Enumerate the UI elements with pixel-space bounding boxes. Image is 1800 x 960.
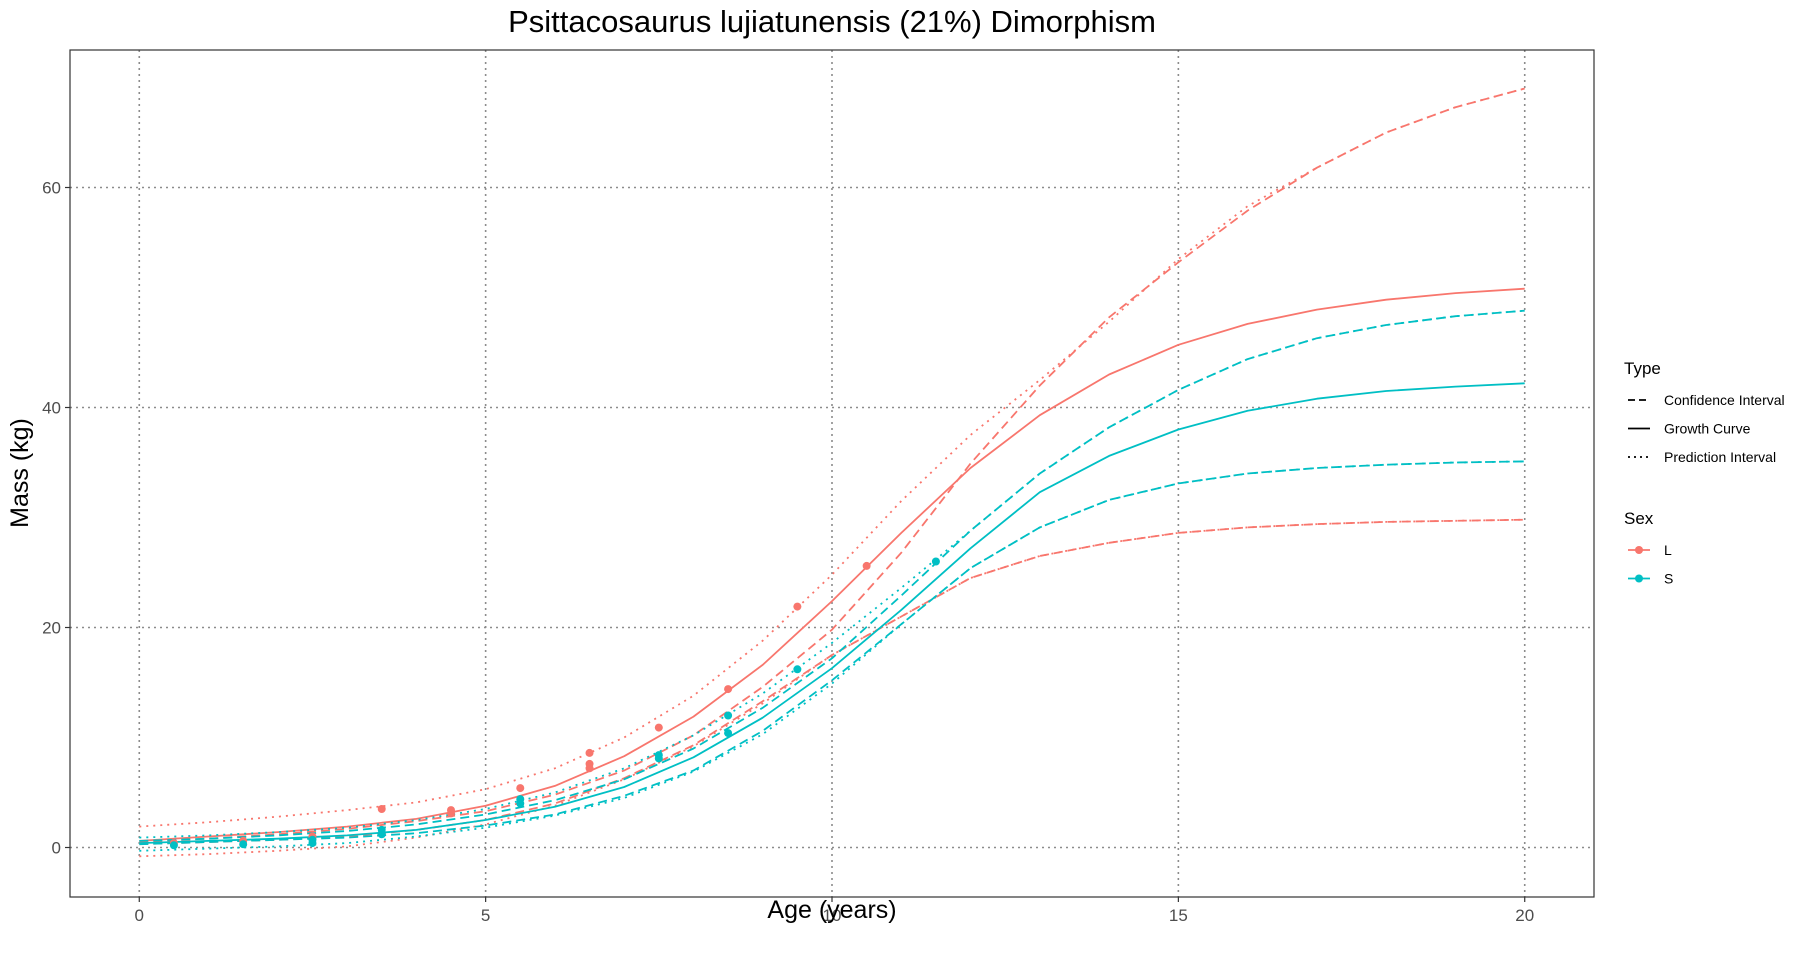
chart-title: Psittacosaurus lujiatunensis (21%) Dimor… (508, 4, 1156, 39)
x-tick-label: 10 (823, 906, 842, 925)
data-point-L (585, 748, 594, 757)
data-point-S (654, 751, 663, 760)
y-axis-ticks: 0 20 40 60 (42, 179, 70, 858)
series-line-S-growth-curve (139, 382, 1525, 844)
y-tick-label: 0 (52, 839, 61, 858)
series-layer (139, 87, 1525, 858)
series-line-S-confidence-interval (139, 460, 1525, 846)
y-axis-title: Mass (kg) (6, 418, 34, 528)
data-point-L (654, 723, 663, 732)
data-point-S (793, 665, 802, 674)
x-tick-label: 0 (135, 906, 144, 925)
data-point-L (516, 784, 525, 793)
y-tick-label: 60 (42, 179, 61, 198)
series-line-L-growth-curve (139, 287, 1525, 842)
data-point-L (724, 685, 733, 694)
data-point-L (793, 602, 802, 611)
series-line-S-prediction-interval (139, 460, 1525, 852)
data-point-S (169, 841, 178, 850)
legend-title-type: Type (1624, 359, 1661, 378)
legend-label-sex: S (1664, 571, 1673, 587)
data-point-L (377, 805, 386, 813)
data-point-L (585, 764, 594, 773)
x-axis-title: Age (years) (767, 896, 896, 924)
data-point-S (724, 729, 733, 738)
series-line-S-prediction-interval (139, 309, 1525, 839)
data-point-L (447, 809, 455, 818)
legend-key-point-S (1635, 574, 1643, 583)
grid-layer (70, 50, 1594, 897)
y-tick-label: 20 (42, 619, 61, 638)
data-point-S (377, 825, 386, 834)
legend-label-sex: L (1664, 542, 1672, 558)
legend-label-type: Confidence Interval (1664, 392, 1785, 408)
series-line-L-prediction-interval (139, 87, 1525, 828)
legend-title-sex: Sex (1624, 509, 1654, 528)
data-point-L (862, 561, 871, 570)
data-point-S (931, 557, 940, 566)
data-point-S (724, 711, 733, 720)
data-point-S (308, 839, 317, 848)
x-tick-label: 20 (1515, 906, 1534, 925)
legend-key-point-L (1635, 546, 1643, 554)
data-point-S (516, 799, 525, 808)
y-tick-label: 40 (42, 399, 61, 418)
data-point-S (239, 840, 248, 849)
points-layer (169, 557, 940, 850)
x-axis-ticks: 0 5 10 15 20 (135, 897, 1534, 925)
series-line-S-confidence-interval (139, 309, 1525, 842)
x-tick-label: 15 (1169, 906, 1188, 925)
legend-label-type: Growth Curve (1664, 421, 1751, 437)
x-tick-label: 5 (481, 906, 490, 925)
legend-label-type: Prediction Interval (1664, 449, 1776, 465)
series-line-L-prediction-interval (139, 518, 1525, 858)
series-line-L-confidence-interval (139, 87, 1525, 843)
